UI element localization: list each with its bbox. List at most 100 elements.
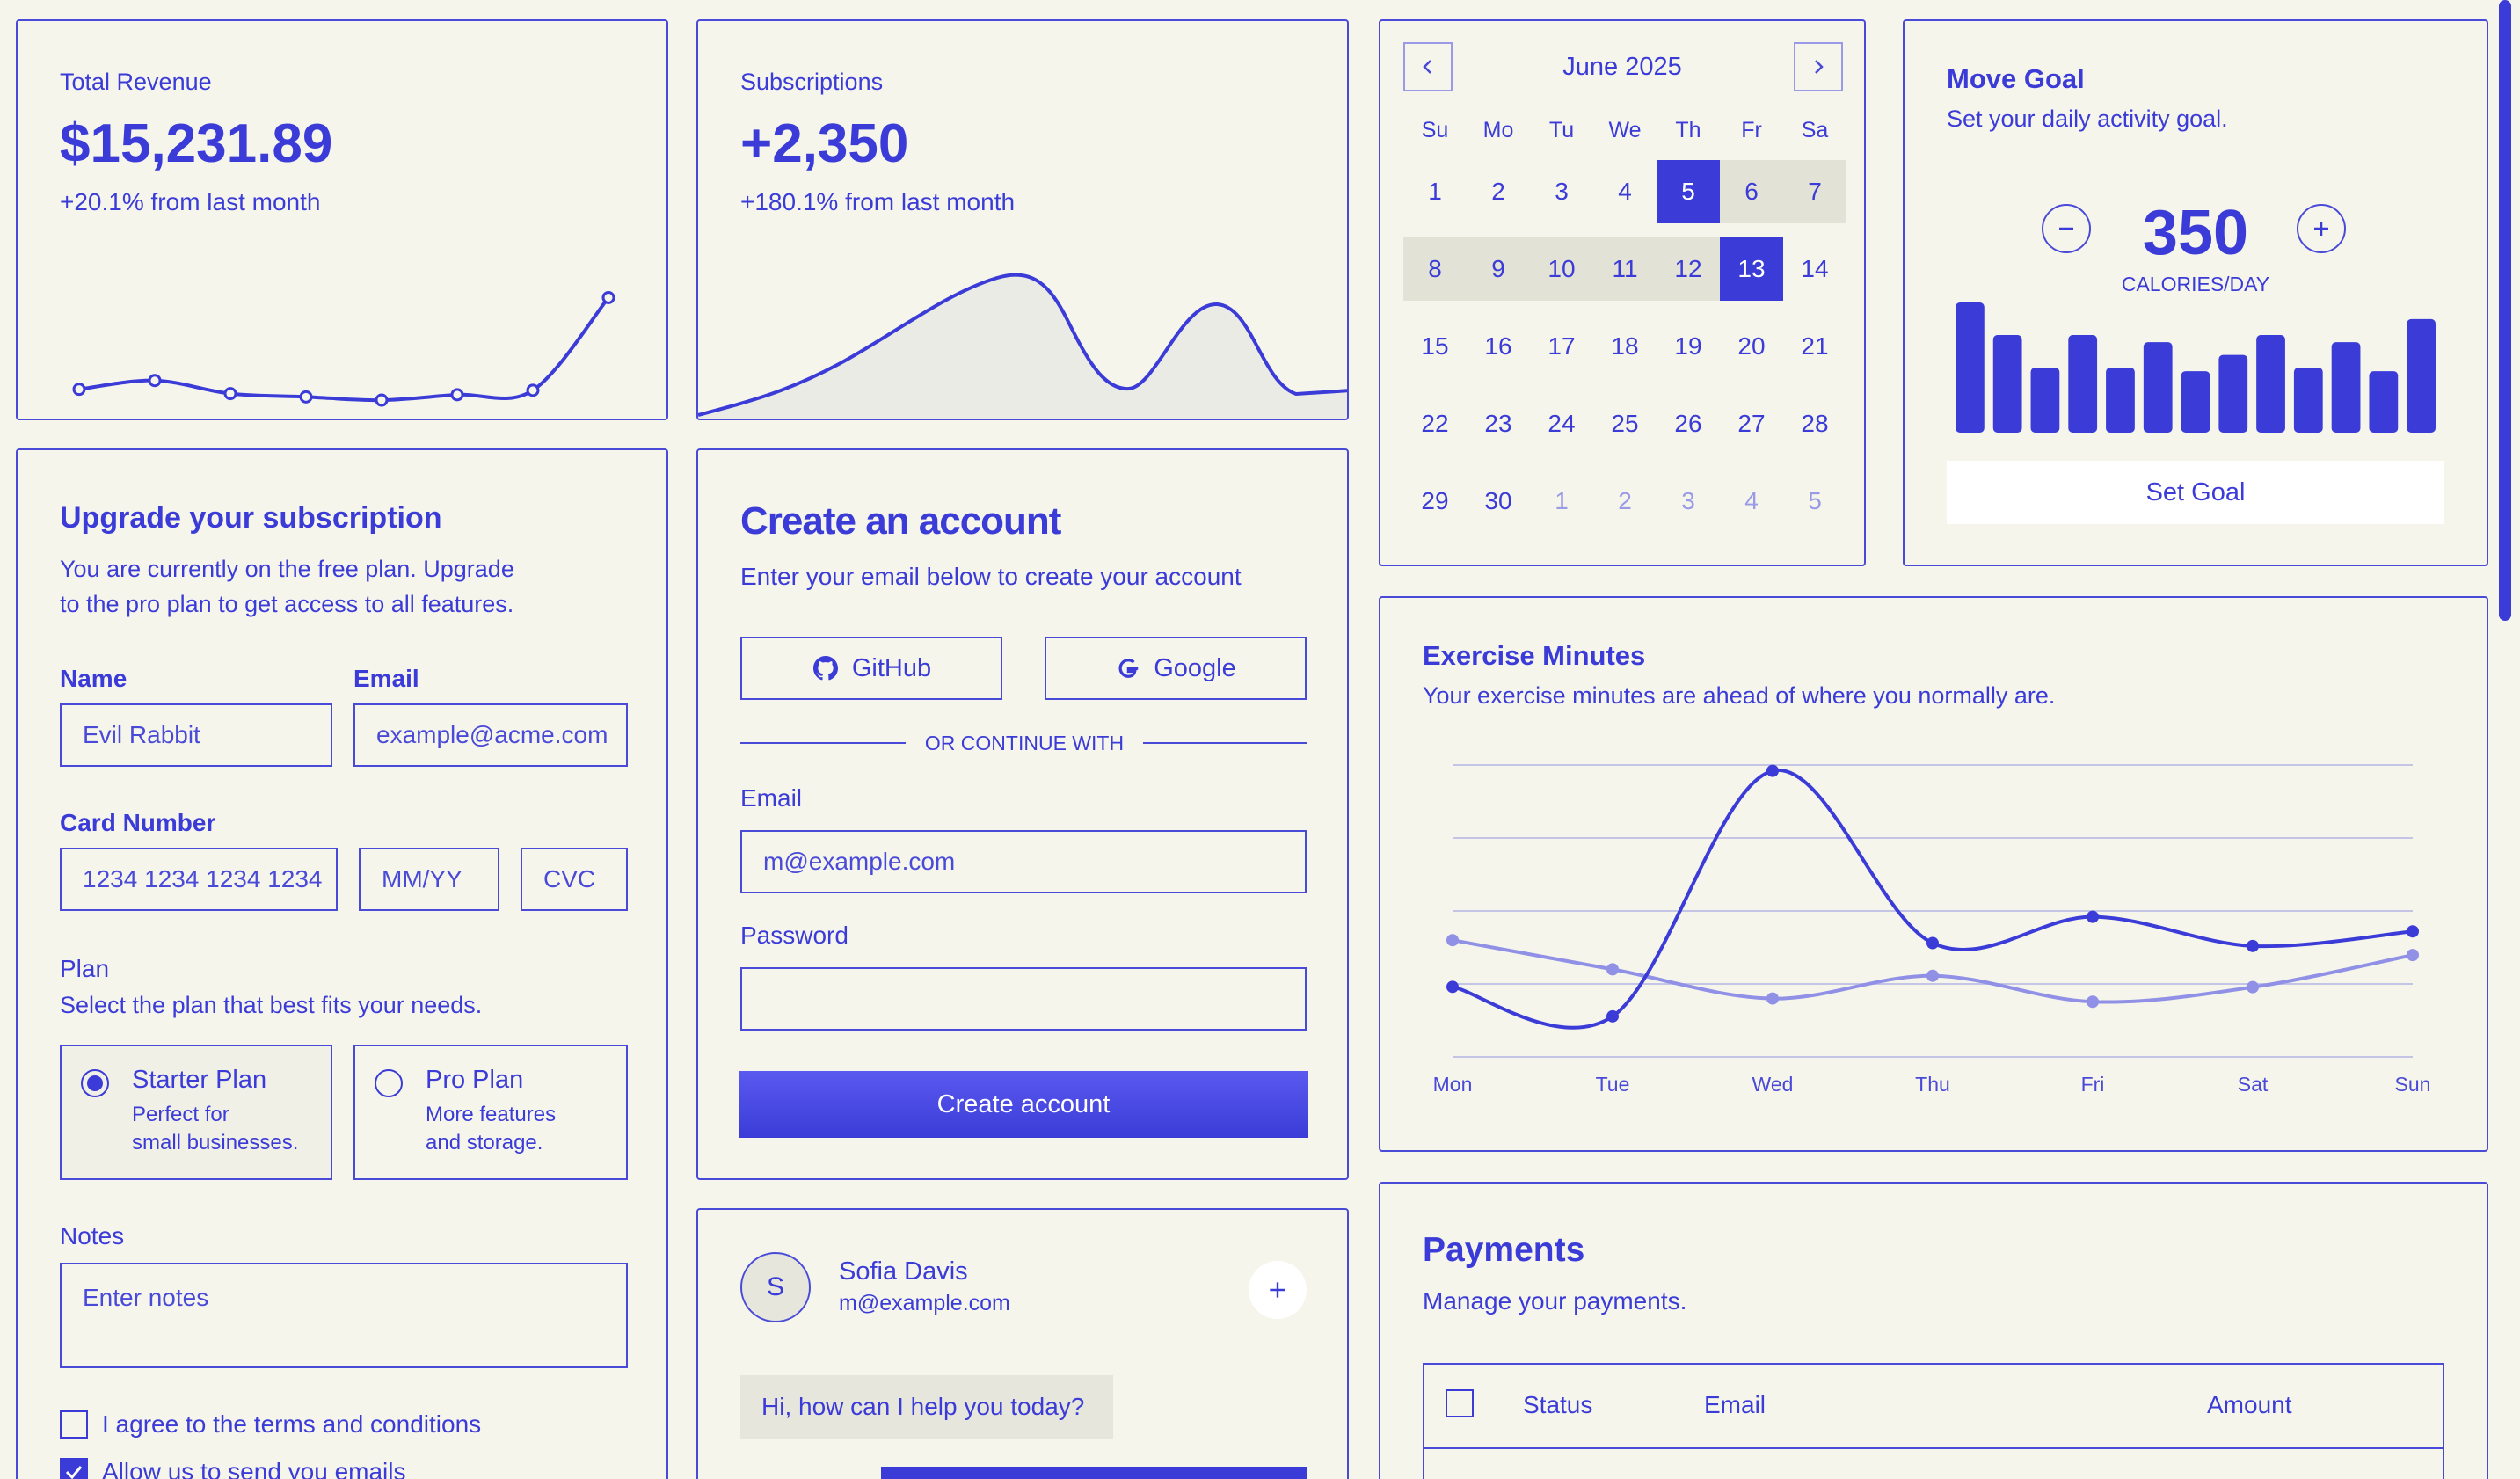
x-tick-sun: Sun xyxy=(2394,1073,2431,1096)
weekday-th: Th xyxy=(1675,118,1701,142)
calendar-day[interactable]: 8 xyxy=(1403,237,1467,301)
subscriptions-area-chart xyxy=(698,273,1347,419)
github-label: GitHub xyxy=(851,653,932,682)
calendar-day[interactable]: 17 xyxy=(1548,332,1576,360)
goal-bar xyxy=(2256,335,2285,433)
calendar-day[interactable]: 6 xyxy=(1720,160,1783,223)
terms-checkbox[interactable] xyxy=(60,1410,88,1439)
divider-right xyxy=(1143,742,1307,744)
calendar-day[interactable]: 1 xyxy=(1428,178,1442,205)
subscriptions-label: Subscriptions xyxy=(740,69,884,95)
goal-bar xyxy=(1956,302,1985,433)
calendar-day[interactable]: 28 xyxy=(1801,410,1829,437)
column-header-status[interactable]: Status xyxy=(1523,1391,1593,1418)
calendar-day[interactable]: 23 xyxy=(1484,410,1512,437)
card-number-input[interactable]: 1234 1234 1234 1234 xyxy=(60,848,338,911)
column-header-email[interactable]: Email xyxy=(1704,1391,1766,1418)
terms-label: I agree to the terms and conditions xyxy=(102,1410,482,1438)
calendar-day[interactable]: 2 xyxy=(1491,178,1505,205)
decrease-goal-button[interactable] xyxy=(2042,204,2091,253)
goal-bar xyxy=(2030,368,2060,433)
calendar-day[interactable]: 2 xyxy=(1618,487,1632,514)
weekday-tu: Tu xyxy=(1548,118,1575,142)
exercise-point-primary xyxy=(1926,936,1939,950)
calendar-day[interactable]: 19 xyxy=(1674,332,1702,360)
chevron-right-icon xyxy=(1815,60,1824,74)
divider-left xyxy=(740,742,906,744)
goal-bar-chart xyxy=(1956,302,2436,433)
new-message-button[interactable] xyxy=(1249,1261,1307,1319)
scrollbar-thumb[interactable] xyxy=(2499,0,2511,621)
set-goal-button[interactable]: Set Goal xyxy=(1947,461,2444,524)
calendar-day[interactable]: 20 xyxy=(1737,332,1766,360)
calendar-day[interactable]: 12 xyxy=(1657,237,1720,301)
calendar-day[interactable]: 18 xyxy=(1611,332,1639,360)
calendar-day[interactable]: 9 xyxy=(1467,237,1530,301)
calendar-day[interactable]: 11 xyxy=(1593,237,1657,301)
calendar-day[interactable]: 21 xyxy=(1801,332,1829,360)
calendar-day[interactable]: 27 xyxy=(1737,410,1766,437)
calendar-day[interactable]: 30 xyxy=(1484,487,1512,514)
calendar-day[interactable]: 4 xyxy=(1618,178,1632,205)
calendar-day[interactable]: 7 xyxy=(1783,160,1846,223)
google-button[interactable]: Google xyxy=(1045,637,1307,700)
revenue-sparkline xyxy=(72,290,615,407)
weekday-fr: Fr xyxy=(1741,118,1762,142)
x-tick-tue: Tue xyxy=(1595,1073,1630,1096)
weekday-we: We xyxy=(1608,118,1642,142)
calendar-day[interactable]: 13 xyxy=(1720,237,1783,301)
email-input[interactable]: example@acme.com xyxy=(353,703,628,767)
column-header-amount[interactable]: Amount xyxy=(2207,1391,2292,1418)
calendar-day[interactable]: 29 xyxy=(1421,487,1449,514)
google-label: Google xyxy=(1154,653,1236,682)
calendar-card: June 2025 Su Mo Tu We Th Fr Sa 1 2 3 4 5 6 7 8 9 10 11 12 1… xyxy=(1379,19,1866,566)
calendar-next-button[interactable] xyxy=(1794,42,1843,91)
calendar-day[interactable]: 15 xyxy=(1421,332,1449,360)
avatar: S xyxy=(740,1252,811,1322)
goal-value: 350 xyxy=(2142,198,2249,268)
emails-checkbox[interactable] xyxy=(60,1458,88,1479)
ca-password-input[interactable] xyxy=(740,967,1307,1031)
name-label: Name xyxy=(60,665,127,692)
create-account-button[interactable]: Create account xyxy=(739,1071,1308,1138)
pro-plan-name: Pro Plan xyxy=(426,1066,524,1094)
calendar-day[interactable]: 4 xyxy=(1744,487,1759,514)
calendar-day[interactable]: 10 xyxy=(1530,237,1593,301)
select-all-checkbox[interactable] xyxy=(1446,1389,1474,1417)
card-number-label: Card Number xyxy=(60,809,216,836)
exercise-point-primary xyxy=(2087,910,2099,923)
calendar-day[interactable]: 5 xyxy=(1808,487,1822,514)
subscriptions-line xyxy=(698,273,1347,417)
pro-plan-line2: and storage. xyxy=(426,1131,543,1155)
starter-plan-option[interactable]: Starter Plan Perfect for small businesse… xyxy=(60,1045,332,1180)
notes-textarea[interactable]: Enter notes xyxy=(60,1263,628,1368)
avatar-initial: S xyxy=(766,1272,784,1301)
starter-plan-name: Starter Plan xyxy=(132,1066,267,1094)
github-button[interactable]: GitHub xyxy=(740,637,1002,700)
pro-plan-option[interactable]: Pro Plan More features and storage. xyxy=(353,1045,628,1180)
calendar-day[interactable]: 22 xyxy=(1421,410,1449,437)
calendar-day[interactable]: 16 xyxy=(1484,332,1512,360)
calendar-day[interactable]: 24 xyxy=(1548,410,1576,437)
name-input[interactable]: Evil Rabbit xyxy=(60,703,332,767)
calendar-day[interactable]: 1 xyxy=(1555,487,1569,514)
revenue-point xyxy=(375,393,389,407)
expiry-input[interactable]: MM/YY xyxy=(359,848,499,911)
calendar-day[interactable]: 26 xyxy=(1674,410,1702,437)
ca-email-input[interactable]: m@example.com xyxy=(740,830,1307,893)
calendar-day[interactable]: 25 xyxy=(1611,410,1639,437)
subscriptions-card: Subscriptions +2,350 +180.1% from last m… xyxy=(696,19,1349,420)
payments-table: Status Email Amount xyxy=(1423,1363,2444,1479)
calendar-day[interactable]: 3 xyxy=(1681,487,1695,514)
increase-goal-button[interactable] xyxy=(2297,204,2346,253)
calendar-day[interactable]: 3 xyxy=(1555,178,1569,205)
upgrade-card: Upgrade your subscription You are curren… xyxy=(16,448,668,1479)
plus-icon xyxy=(1270,1282,1285,1298)
plus-icon xyxy=(2314,222,2328,236)
calendar-day[interactable]: 5 xyxy=(1657,160,1720,223)
cvc-input[interactable]: CVC xyxy=(521,848,628,911)
calendar-day[interactable]: 14 xyxy=(1801,255,1829,282)
radio-selected-icon xyxy=(81,1069,109,1097)
revenue-point xyxy=(148,374,162,388)
calendar-prev-button[interactable] xyxy=(1403,42,1453,91)
